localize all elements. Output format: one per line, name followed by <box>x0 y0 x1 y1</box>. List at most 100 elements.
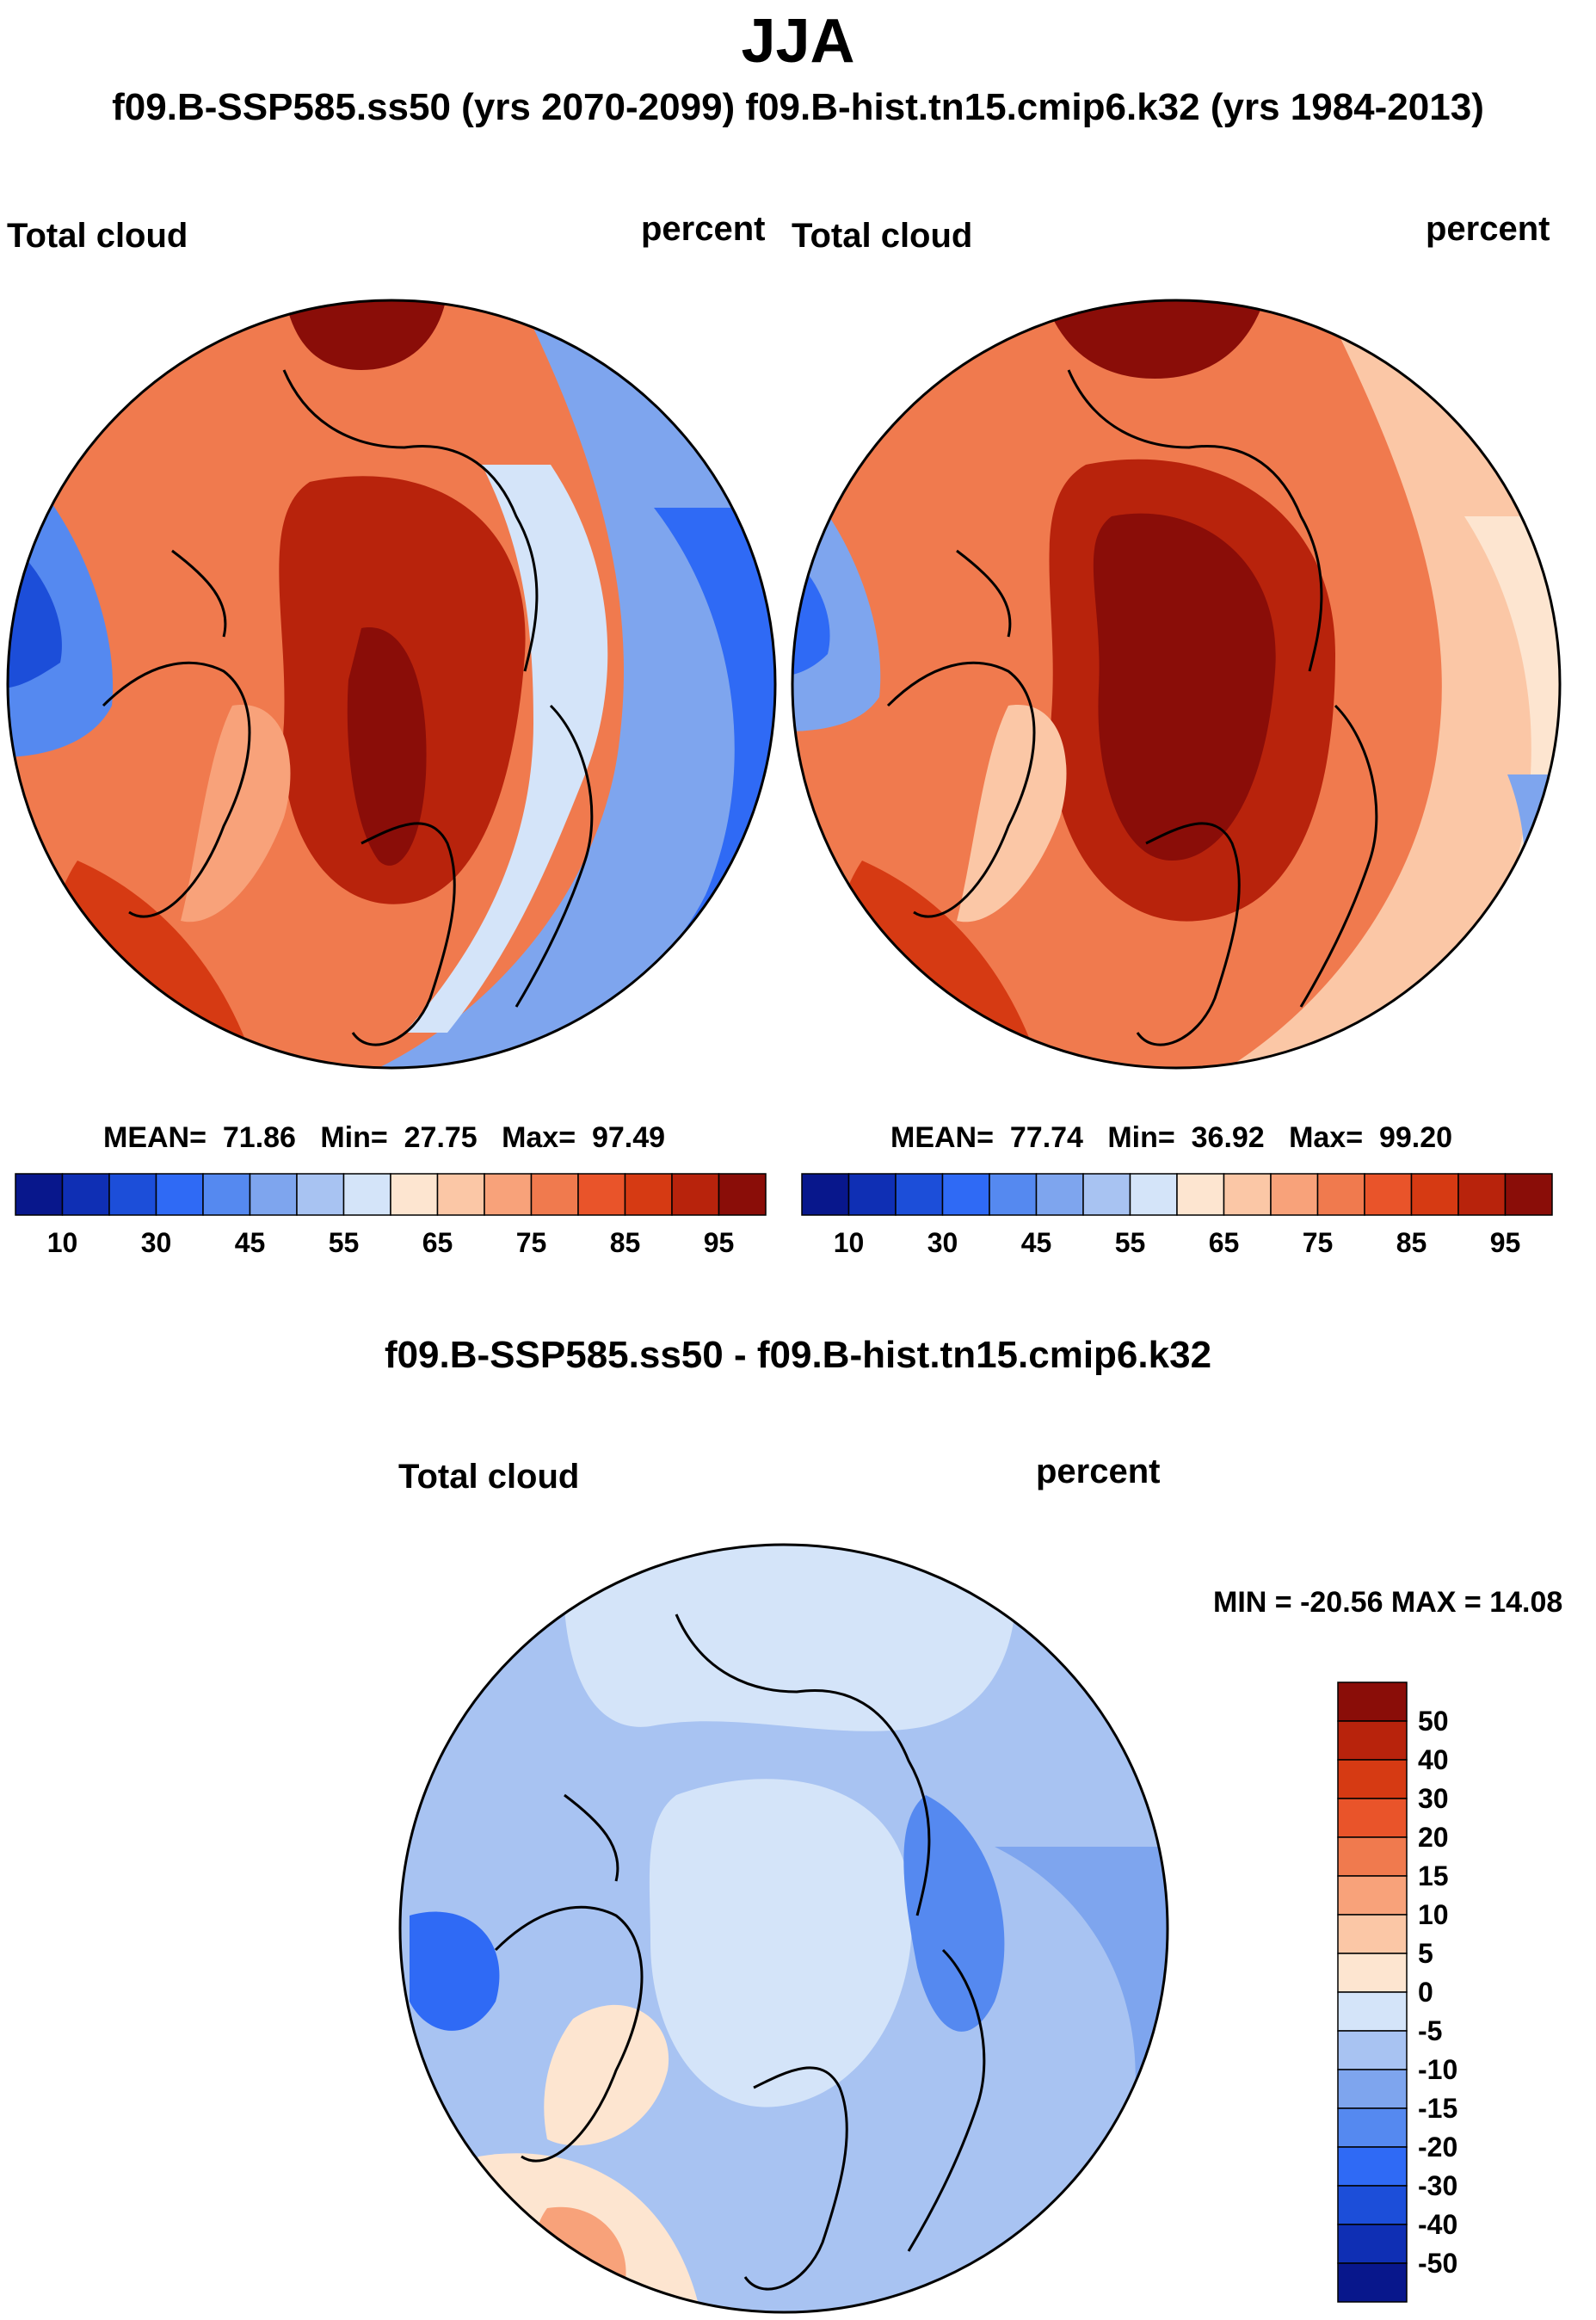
panel3-colorbar-box <box>1337 1914 1408 1954</box>
panel3-colorbar-box <box>1337 1836 1408 1877</box>
panel1-variable-label: Total cloud <box>7 217 188 255</box>
panel3-field-greenland <box>544 2004 669 2146</box>
panel3-field-top <box>563 1545 1017 1731</box>
panel1-colorbar-box <box>436 1173 485 1216</box>
panel2-stats: MEAN= 77.74 Min= 36.92 Max= 99.20 <box>890 1120 1452 1155</box>
panel1-min-label: Min= <box>320 1121 388 1154</box>
panel3-colorbar-tick: 20 <box>1418 1822 1449 1853</box>
panel3-colorbar-tick: 30 <box>1418 1783 1449 1814</box>
panel3-colorbar-box <box>1337 1759 1408 1799</box>
panel2-colorbar-tick: 45 <box>1020 1227 1052 1258</box>
panel1-mean-label: MEAN= <box>103 1121 206 1154</box>
panel2-colorbar-box <box>1082 1173 1131 1216</box>
panel2-colorbar <box>801 1173 1553 1216</box>
panel2-colorbar-box <box>1035 1173 1084 1216</box>
panel1-colorbar-tick: 55 <box>328 1227 360 1258</box>
panel3-variable-label: Total cloud <box>398 1458 580 1496</box>
panel3-colorbar-tick: 15 <box>1418 1860 1449 1891</box>
panel3-colorbar-box <box>1337 2146 1408 2187</box>
panel1-max-value: 97.49 <box>591 1121 666 1154</box>
panel3-colorbar-tick: -40 <box>1418 2209 1458 2240</box>
panel1-colorbar-box <box>484 1173 533 1216</box>
panel2-map <box>791 299 1562 1070</box>
panel1-colorbar-box <box>108 1173 157 1216</box>
panel2-max-value: 99.20 <box>1378 1121 1453 1154</box>
panel3-title: f09.B-SSP585.ss50 - f09.B-hist.tn15.cmip… <box>384 1334 1212 1376</box>
panel1-colorbar-box <box>530 1173 579 1216</box>
panel3-colorbar-box <box>1337 2069 1408 2109</box>
panel1-map <box>6 299 777 1070</box>
panel2-field-east-low <box>1215 300 1560 1068</box>
panel1-colorbar-box <box>577 1173 626 1216</box>
panel1-mean-value: 71.86 <box>222 1121 296 1154</box>
panel2-colorbar-box <box>941 1173 990 1216</box>
panel2-colorbar-tick: 75 <box>1302 1227 1334 1258</box>
panel3-colorbar-tick: 40 <box>1418 1744 1449 1775</box>
panel1-colorbar-tick: 65 <box>422 1227 453 1258</box>
figure-title: JJA <box>741 7 855 76</box>
panel3-map <box>398 1543 1169 2314</box>
panel1-colorbar-box <box>390 1173 439 1216</box>
panel1-colorbar-box <box>342 1173 391 1216</box>
panel2-colorbar-box <box>847 1173 897 1216</box>
panel1-colorbar-tick: 75 <box>515 1227 547 1258</box>
panel1-map-border <box>6 299 777 1070</box>
panel3-colorbar-tick: -15 <box>1418 2093 1458 2124</box>
panel1-colorbar-tick: 10 <box>46 1227 78 1258</box>
panel2-colorbar-box <box>895 1173 944 1216</box>
panel1-min-value: 27.75 <box>404 1121 478 1154</box>
panel2-colorbar-box <box>1457 1173 1507 1216</box>
panel2-field-arctic-core <box>1093 513 1276 861</box>
panel1-colorbar-box <box>61 1173 110 1216</box>
panel3-field-west-low <box>410 1911 500 2031</box>
panel2-colorbar-box <box>1410 1173 1459 1216</box>
panel3-colorbar-box <box>1337 1875 1408 1916</box>
panel1-colorbar-box <box>296 1173 345 1216</box>
panel2-colorbar-box <box>1270 1173 1319 1216</box>
panel2-colorbar-ticks: 10 30 45 55 65 75 85 95 <box>786 1227 1569 1262</box>
panel3-minmax: MIN = -20.56 MAX = 14.08 <box>1213 1586 1563 1619</box>
panel1-colorbar-tick: 45 <box>234 1227 266 1258</box>
panel3-colorbar-box <box>1337 2262 1408 2303</box>
panel1-colorbar-box <box>249 1173 298 1216</box>
panel2-field-siberia <box>1043 300 1266 379</box>
panel3-colorbar-box <box>1337 1720 1408 1761</box>
panel3-colorbar-box <box>1337 2107 1408 2148</box>
panel1-colorbar-box <box>624 1173 673 1216</box>
panel3-colorbar <box>1337 1681 1408 2303</box>
panel3-colorbar-box <box>1337 2030 1408 2070</box>
panel1-colorbar-box <box>202 1173 251 1216</box>
panel2-field-greenland <box>957 705 1067 922</box>
panel1-coastlines <box>102 369 594 1046</box>
panel1-field-greenland <box>181 705 291 922</box>
panel1-colorbar-tick: 95 <box>703 1227 735 1258</box>
panel1-field-siberia <box>284 300 447 370</box>
panel3-colorbar-tick: -50 <box>1418 2248 1458 2279</box>
panel1-colorbar-tick: 30 <box>140 1227 172 1258</box>
panel3-colorbar-tick: -20 <box>1418 2132 1458 2163</box>
panel1-field-east-mid <box>404 465 608 1033</box>
panel2-colorbar-tick: 85 <box>1396 1227 1427 1258</box>
panel2-mean-value: 77.74 <box>1009 1121 1083 1154</box>
panel1-colorbar-box <box>671 1173 720 1216</box>
panel1-max-label: Max= <box>502 1121 576 1154</box>
panel1-colorbar <box>15 1173 767 1216</box>
panel2-colorbar-box <box>1223 1173 1272 1216</box>
panel3-field-arctic <box>649 1779 912 2107</box>
panel2-colorbar-box <box>1129 1173 1178 1216</box>
panel2-mean-label: MEAN= <box>890 1121 994 1154</box>
panel3-colorbar-tick: -5 <box>1418 2015 1443 2046</box>
panel3-colorbar-box <box>1337 1991 1408 2032</box>
panel2-colorbar-tick: 10 <box>833 1227 865 1258</box>
panel1-colorbar-box <box>718 1173 767 1216</box>
panel1-colorbar-box <box>155 1173 204 1216</box>
panel2-colorbar-tick: 55 <box>1114 1227 1146 1258</box>
figure-subtitle: f09.B-SSP585.ss50 (yrs 2070-2099) f09.B-… <box>112 86 1484 128</box>
panel2-map-border <box>791 299 1562 1070</box>
panel3-coastlines <box>494 1614 986 2291</box>
panel3-colorbar-box <box>1337 2185 1408 2225</box>
panel3-map-border <box>398 1543 1169 2314</box>
panel2-colorbar-tick: 95 <box>1489 1227 1521 1258</box>
panel3-colorbar-box <box>1337 1953 1408 1993</box>
panel2-variable-label: Total cloud <box>792 217 973 255</box>
